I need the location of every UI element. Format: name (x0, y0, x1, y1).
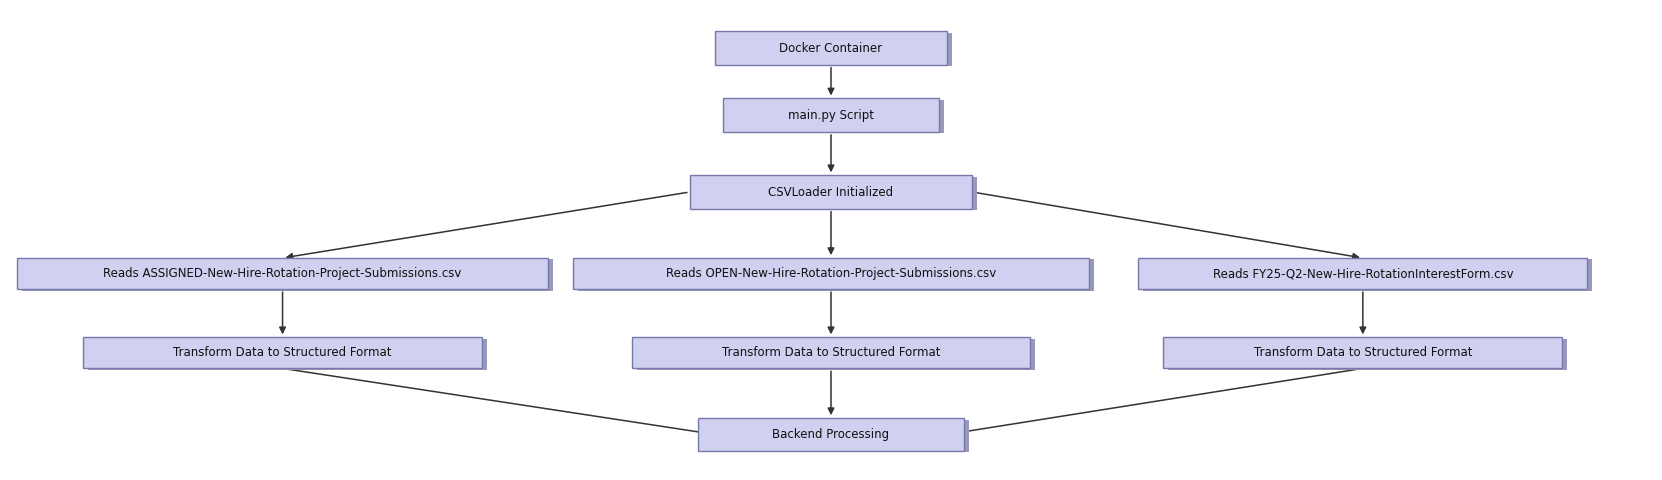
Text: main.py Script: main.py Script (788, 108, 874, 122)
Text: Transform Data to Structured Format: Transform Data to Structured Format (721, 346, 941, 360)
FancyBboxPatch shape (1168, 339, 1567, 370)
FancyBboxPatch shape (1143, 259, 1592, 291)
Text: CSVLoader Initialized: CSVLoader Initialized (768, 185, 894, 199)
Text: Transform Data to Structured Format: Transform Data to Structured Format (1253, 346, 1473, 360)
FancyBboxPatch shape (83, 337, 482, 369)
FancyBboxPatch shape (728, 100, 944, 133)
Text: Reads ASSIGNED-New-Hire-Rotation-Project-Submissions.csv: Reads ASSIGNED-New-Hire-Rotation-Project… (103, 267, 462, 280)
FancyBboxPatch shape (22, 259, 553, 291)
FancyBboxPatch shape (578, 259, 1094, 291)
FancyBboxPatch shape (720, 33, 952, 66)
FancyBboxPatch shape (88, 339, 487, 370)
FancyBboxPatch shape (698, 418, 964, 451)
FancyBboxPatch shape (632, 337, 1030, 369)
Text: Transform Data to Structured Format: Transform Data to Structured Format (173, 346, 392, 360)
FancyBboxPatch shape (17, 258, 548, 289)
FancyBboxPatch shape (723, 98, 939, 132)
Text: Reads FY25-Q2-New-Hire-RotationInterestForm.csv: Reads FY25-Q2-New-Hire-RotationInterestF… (1213, 267, 1512, 280)
FancyBboxPatch shape (573, 258, 1089, 289)
FancyBboxPatch shape (715, 31, 947, 65)
Text: Backend Processing: Backend Processing (773, 428, 889, 441)
FancyBboxPatch shape (637, 339, 1035, 370)
FancyBboxPatch shape (1138, 258, 1587, 289)
FancyBboxPatch shape (695, 177, 977, 210)
FancyBboxPatch shape (703, 420, 969, 452)
FancyBboxPatch shape (1163, 337, 1562, 369)
FancyBboxPatch shape (690, 175, 972, 209)
Text: Docker Container: Docker Container (779, 41, 883, 55)
Text: Reads OPEN-New-Hire-Rotation-Project-Submissions.csv: Reads OPEN-New-Hire-Rotation-Project-Sub… (666, 267, 996, 280)
